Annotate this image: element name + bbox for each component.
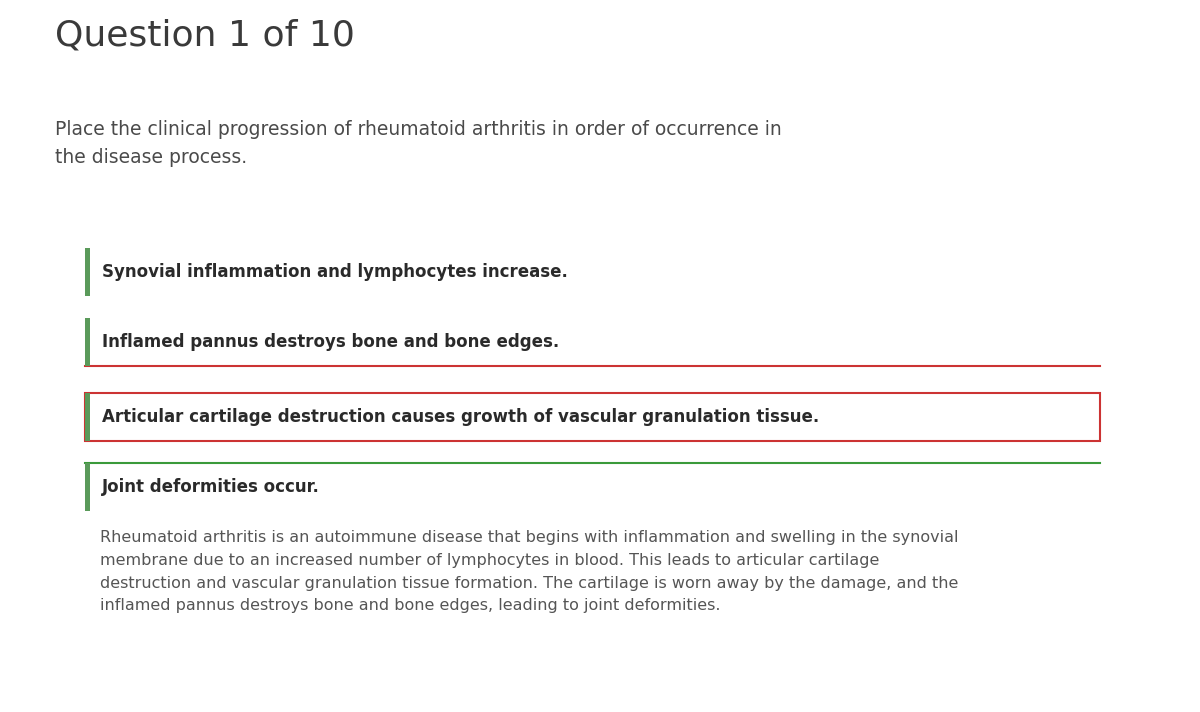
Bar [85,393,1100,441]
Bar [85,463,90,511]
Text: Joint deformities occur.: Joint deformities occur. [102,478,320,496]
Text: Rheumatoid arthritis is an autoimmune disease that begins with inflammation and : Rheumatoid arthritis is an autoimmune di… [100,530,959,614]
Text: Question 1 of 10: Question 1 of 10 [55,18,355,52]
Bar [85,318,90,366]
Text: Inflamed pannus destroys bone and bone edges.: Inflamed pannus destroys bone and bone e… [102,333,559,351]
Text: Articular cartilage destruction causes growth of vascular granulation tissue.: Articular cartilage destruction causes g… [102,408,820,426]
Text: Synovial inflammation and lymphocytes increase.: Synovial inflammation and lymphocytes in… [102,263,568,281]
Bar [85,393,90,441]
Text: Place the clinical progression of rheumatoid arthritis in order of occurrence in: Place the clinical progression of rheuma… [55,120,781,167]
Bar [85,248,90,296]
